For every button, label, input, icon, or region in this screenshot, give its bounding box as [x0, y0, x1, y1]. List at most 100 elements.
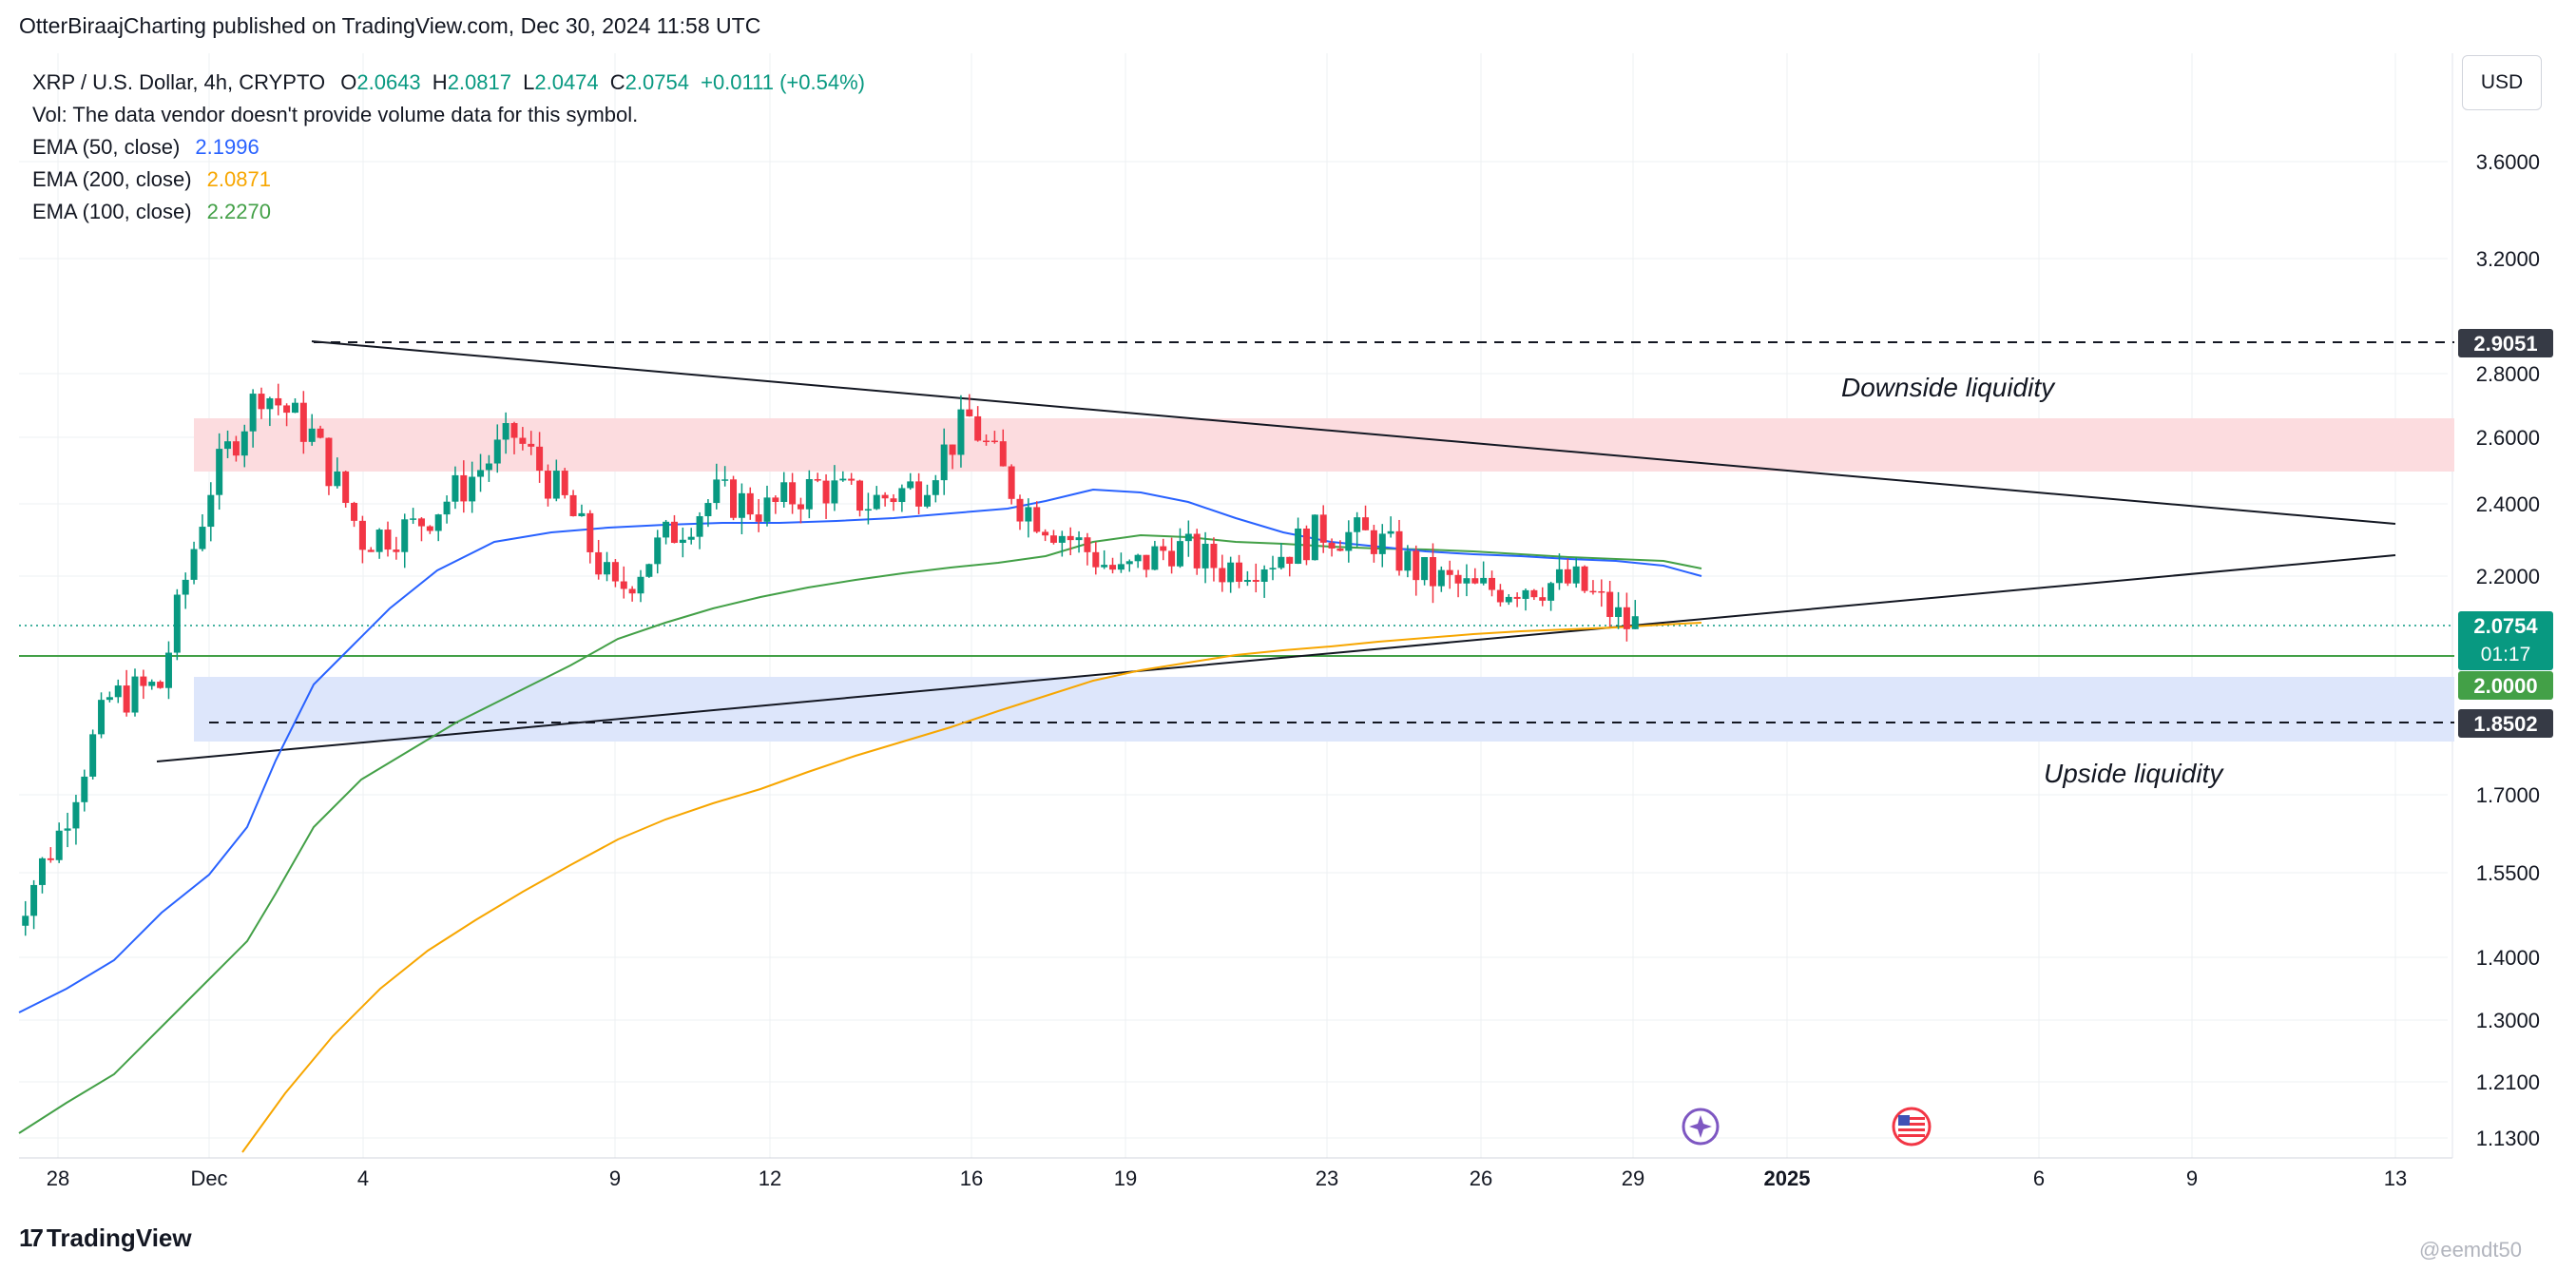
x-tick-label: 16 — [960, 1166, 983, 1190]
ascending-trendline — [156, 554, 2396, 762]
candle-body — [182, 579, 189, 595]
candle-body — [856, 480, 864, 511]
candle-body — [89, 734, 97, 777]
candle-body — [586, 512, 594, 552]
open-label: O — [340, 70, 357, 94]
tradingview-logo[interactable]: 17 TradingView — [19, 1224, 192, 1253]
candle-body — [240, 431, 248, 456]
candle-body — [22, 915, 29, 926]
candle-body — [1581, 566, 1588, 591]
candle-body — [199, 527, 206, 549]
sparkle-event-icon[interactable] — [1682, 1108, 1720, 1146]
change-value: +0.0111 (+0.54%) — [701, 70, 865, 94]
candle-body — [628, 588, 636, 594]
candle-body — [299, 402, 307, 442]
candle-body — [384, 530, 392, 550]
x-tick-label: 4 — [357, 1166, 369, 1190]
close-label: C — [609, 70, 625, 94]
ema50-line — [18, 488, 1702, 1013]
candle-body — [552, 471, 560, 499]
candle-body — [30, 884, 38, 916]
candle-body — [1489, 577, 1496, 590]
candle-body — [401, 519, 409, 552]
candle-body — [291, 402, 298, 414]
candle-body — [544, 471, 551, 499]
candle-body — [1354, 517, 1361, 532]
currency-selector[interactable]: USD — [2462, 55, 2542, 110]
candle-body — [367, 549, 375, 552]
x-tick-label: 28 — [47, 1166, 69, 1190]
candle-body — [351, 502, 358, 521]
ema100-row[interactable]: EMA (100, close) 2.2270 — [32, 196, 865, 228]
candle-body — [502, 423, 509, 440]
candle-body — [55, 830, 63, 860]
candle-body — [1615, 607, 1623, 617]
candle-body — [670, 521, 678, 544]
ema200-label: EMA (200, close) — [32, 167, 192, 191]
candle-body — [1598, 590, 1605, 593]
candle-body — [232, 441, 240, 456]
candle-body — [983, 440, 990, 443]
price-tag-last: 2.0754 01:17 — [2458, 611, 2553, 670]
candle-body — [1387, 530, 1394, 534]
candle-body — [738, 492, 745, 518]
candle-body — [831, 480, 838, 504]
candle-body — [190, 549, 198, 580]
candle-body — [519, 437, 527, 444]
candle-body — [654, 537, 662, 565]
candle-body — [763, 497, 771, 522]
candle-body — [1193, 533, 1201, 569]
tradingview-logo-mark: 17 — [19, 1224, 44, 1252]
candle-body — [477, 470, 485, 477]
symbol-title[interactable]: XRP / U.S. Dollar, 4h, CRYPTO — [32, 70, 326, 94]
candle-body — [1025, 507, 1032, 522]
candle-body — [1260, 569, 1268, 582]
candle-body — [1530, 589, 1538, 598]
candle-body — [1219, 568, 1226, 583]
candle-body — [1311, 514, 1318, 561]
candle-body — [510, 423, 518, 438]
candle-body — [1236, 562, 1243, 582]
ema50-row[interactable]: EMA (50, close) 2.1996 — [32, 131, 865, 164]
candle-body — [645, 564, 653, 577]
candle-body — [1555, 569, 1563, 584]
price-tag-top-level-text: 2.9051 — [2473, 332, 2537, 356]
candle-body — [275, 397, 282, 406]
downside-liquidity-label: Downside liquidity — [1841, 373, 2055, 402]
candle-body — [772, 497, 779, 503]
x-tick-label: 6 — [2033, 1166, 2045, 1190]
candle-body — [426, 526, 433, 531]
candle-body — [64, 828, 71, 831]
candle-body — [873, 494, 880, 510]
candle-body — [864, 509, 872, 511]
y-tick-label: 1.4000 — [2476, 946, 2540, 970]
volume-row: Vol: The data vendor doesn't provide vol… — [32, 99, 865, 131]
candle-body — [1049, 535, 1057, 543]
candle-body — [1067, 535, 1074, 541]
candle-body — [173, 594, 181, 653]
candle-body — [216, 449, 223, 495]
candle-body — [940, 444, 948, 481]
y-tick-label: 1.5500 — [2476, 861, 2540, 885]
candle-body — [663, 521, 670, 538]
candle-body — [611, 562, 619, 582]
candle-body — [358, 520, 366, 550]
candle-body — [797, 504, 804, 510]
candle-body — [637, 576, 644, 594]
x-tick-label: 13 — [2384, 1166, 2407, 1190]
ema200-row[interactable]: EMA (200, close) 2.0871 — [32, 164, 865, 196]
candle-body — [721, 479, 729, 481]
us-flag-event-icon[interactable] — [1892, 1107, 1932, 1147]
candle-body — [1176, 541, 1183, 567]
candle-body — [1378, 533, 1386, 554]
candle-body — [1463, 578, 1471, 584]
price-tag-support: 2.0000 — [2458, 671, 2553, 700]
candle-body — [266, 397, 274, 410]
candle-body — [410, 518, 417, 520]
candle-body — [131, 676, 139, 713]
candle-body — [443, 501, 451, 515]
price-tag-bottom-level-text: 1.8502 — [2473, 712, 2537, 736]
candle-body — [1539, 597, 1547, 601]
low-value: 2.0474 — [534, 70, 599, 94]
